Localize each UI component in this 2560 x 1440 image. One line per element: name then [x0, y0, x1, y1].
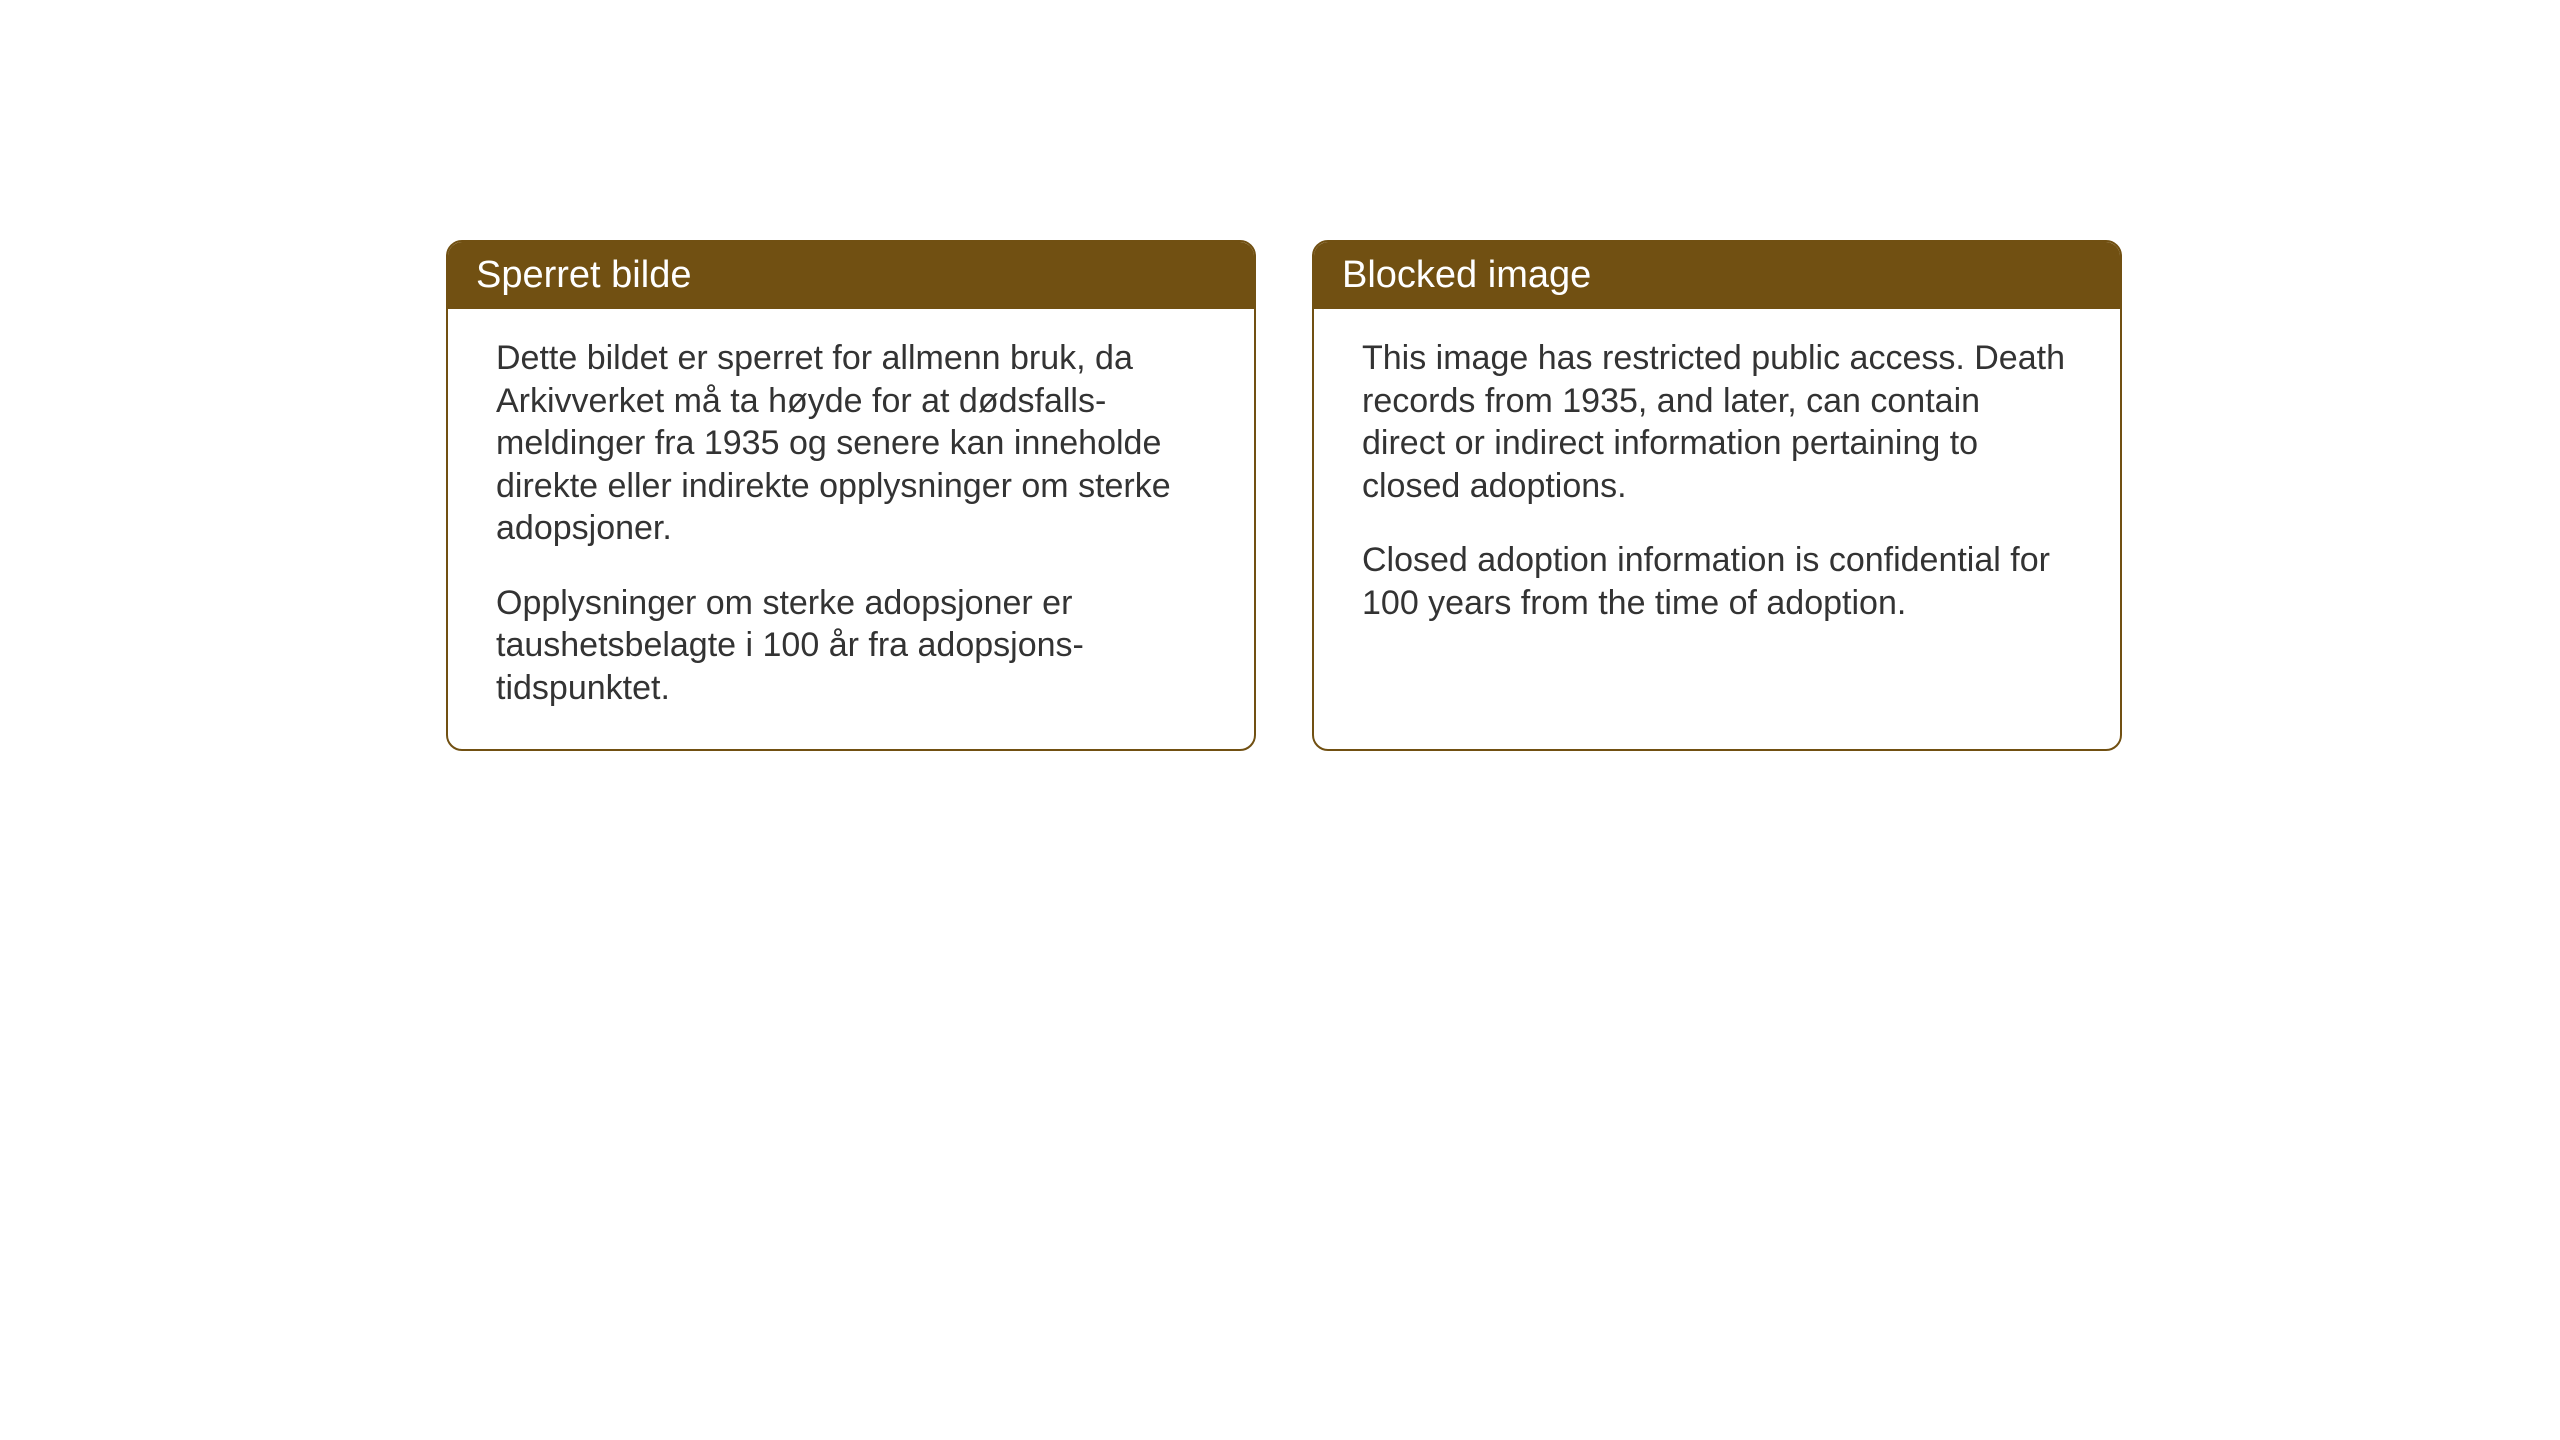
notice-paragraph-2-norwegian: Opplysninger om sterke adopsjoner er tau…	[496, 582, 1206, 710]
notice-paragraph-1-english: This image has restricted public access.…	[1362, 337, 2072, 507]
notice-box-english: Blocked image This image has restricted …	[1312, 240, 2122, 751]
notice-box-norwegian: Sperret bilde Dette bildet er sperret fo…	[446, 240, 1256, 751]
notice-header-english: Blocked image	[1314, 242, 2120, 309]
notice-container: Sperret bilde Dette bildet er sperret fo…	[446, 240, 2122, 751]
notice-title-english: Blocked image	[1342, 254, 1591, 296]
notice-body-norwegian: Dette bildet er sperret for allmenn bruk…	[448, 309, 1254, 749]
notice-paragraph-2-english: Closed adoption information is confident…	[1362, 539, 2072, 624]
notice-header-norwegian: Sperret bilde	[448, 242, 1254, 309]
notice-title-norwegian: Sperret bilde	[476, 254, 691, 296]
notice-paragraph-1-norwegian: Dette bildet er sperret for allmenn bruk…	[496, 337, 1206, 550]
notice-body-english: This image has restricted public access.…	[1314, 309, 2120, 664]
